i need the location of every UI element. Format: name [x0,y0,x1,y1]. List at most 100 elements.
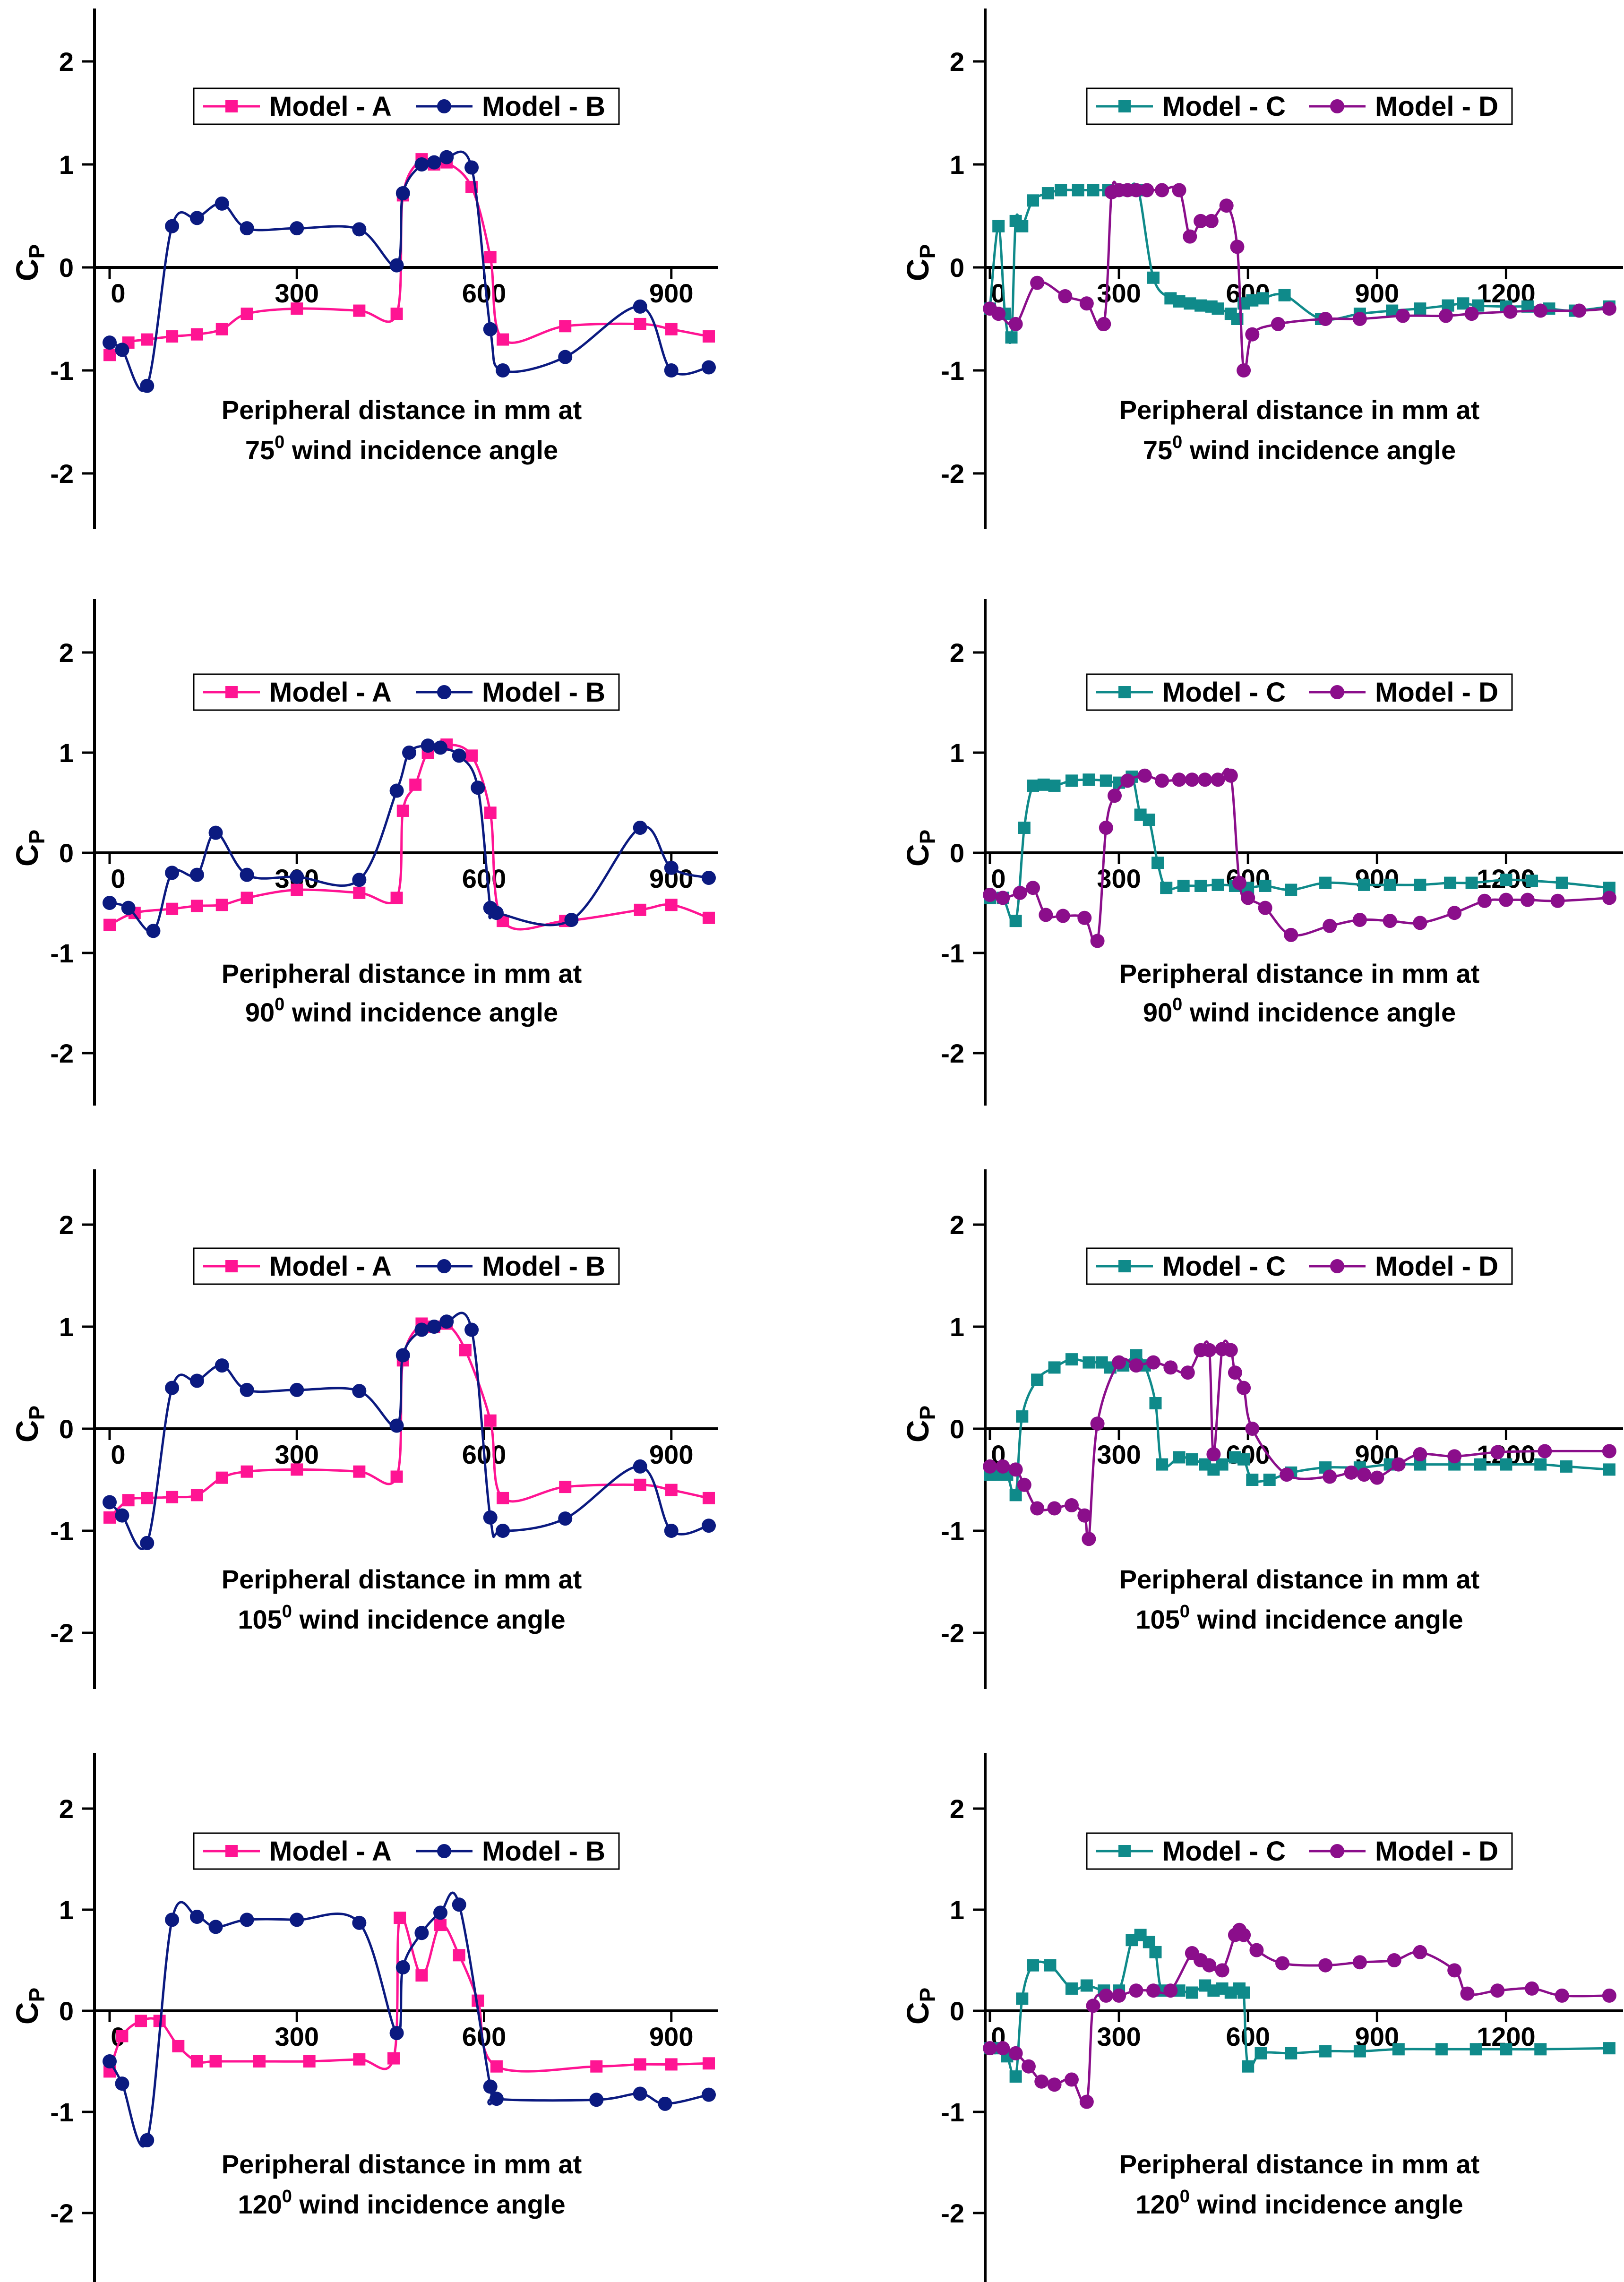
legend-label-c: Model - C [1162,1836,1286,1867]
data-point-d [1163,1983,1178,1998]
data-point-b [165,1381,180,1395]
data-point-a [390,308,403,320]
x-tick-label: 600 [462,864,506,893]
data-point-b [427,1320,441,1334]
data-point-c [1005,331,1018,344]
data-point-d [1413,916,1427,930]
data-point-c [1242,2060,1255,2073]
x-tick-label: 0 [991,864,1005,893]
data-point-c [1041,187,1054,200]
legend-marker-b [437,685,451,699]
data-point-a [559,320,572,333]
y-tick-label: 0 [950,838,964,868]
data-point-a [465,749,478,762]
series-line-b [108,1891,709,2148]
data-point-a [703,911,715,924]
y-axis-label: CP [900,1988,940,2025]
data-point-b [240,1382,254,1397]
data-point-c [1469,2043,1482,2056]
data-point-d [1086,1999,1100,2013]
data-point-b [215,1358,229,1373]
data-point-c [1216,1458,1229,1471]
legend-marker-d [1330,1844,1344,1858]
data-point-c [1465,876,1478,889]
chart-title-line1: Peripheral distance in mm at [1119,959,1479,988]
data-point-a [166,902,179,915]
data-point-a [141,333,154,346]
data-point-d [996,2041,1010,2056]
data-point-c [1500,874,1512,886]
data-point-c [1009,1489,1022,1501]
data-point-d [1194,214,1208,228]
y-tick-label: -1 [50,1516,74,1546]
data-point-c [992,220,1005,232]
data-point-c [1555,876,1568,889]
data-point-d [1202,1958,1217,1973]
legend: Model - A Model - B [193,1247,620,1285]
data-point-b [121,901,136,915]
data-point-c [1237,1986,1250,1999]
y-tick-label: -2 [50,2198,74,2228]
data-point-a [665,1484,678,1496]
data-point-a [241,1465,253,1478]
data-point-b [189,211,204,225]
legend-label-b: Model - B [482,1251,605,1282]
chart-title-line2: 900 wind incidence angle [1143,995,1456,1027]
data-point-c [1194,299,1207,312]
data-point-a [291,884,303,896]
y-tick-label: -1 [50,2097,74,2127]
data-point-c [1358,878,1370,891]
data-point-c [1414,878,1426,891]
data-point-b [146,924,161,938]
legend-marker-c [1118,100,1131,112]
data-point-d [1232,875,1246,890]
data-point-d [1447,906,1462,920]
y-axis-label: CP [900,830,940,866]
data-point-a [484,1414,497,1427]
legend-box [193,1247,620,1285]
data-point-d [1185,772,1199,787]
data-point-c [1383,878,1396,891]
data-point-c [1534,2043,1547,2056]
data-point-d [1602,891,1616,905]
data-point-a [353,886,366,899]
data-point-c [1027,779,1040,792]
data-point-b [633,2086,647,2101]
legend-marker-c [1118,1260,1131,1272]
data-point-b [633,299,647,314]
data-point-d [1058,289,1073,304]
data-point-a [172,2040,185,2052]
x-tick-label: 300 [1097,278,1141,308]
series-line-c [990,1354,1610,1498]
legend-label-b: Model - B [482,677,605,708]
data-point-c [1186,1453,1198,1466]
data-point-a [122,1494,135,1507]
legend-marker-c [1118,686,1131,698]
data-point-b [496,1524,510,1538]
data-point-d [1602,1988,1616,2003]
legend-marker-a [225,1845,238,1857]
data-point-c [1414,302,1426,315]
data-point-c [1259,879,1272,892]
data-point-d [1120,773,1135,788]
legend-label-b: Model - B [482,91,605,122]
data-point-b [464,1322,479,1337]
data-point-d [1602,1444,1616,1458]
data-point-b [290,1913,304,1927]
data-point-d [1030,275,1045,290]
data-point-c [1392,2043,1405,2056]
data-point-d [1079,296,1094,311]
legend-box [193,673,620,711]
data-point-d [1318,312,1333,326]
data-point-c [1048,779,1061,792]
data-point-d [1533,303,1548,318]
data-point-d [1490,1983,1505,1998]
data-point-a [590,2060,603,2073]
data-point-c [1255,2047,1267,2059]
data-point-c [1319,2045,1332,2058]
y-axis-label: CP [900,244,940,281]
data-point-c [1016,1410,1029,1423]
